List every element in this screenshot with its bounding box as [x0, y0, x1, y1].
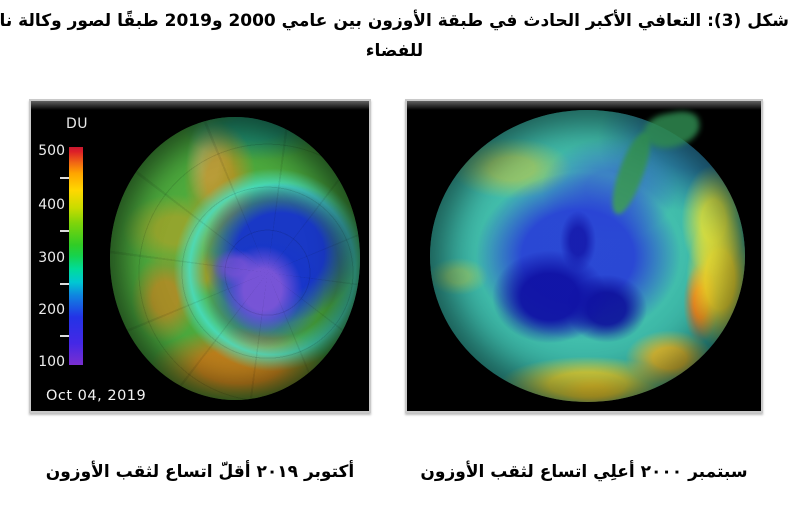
colorbar-tick-500: 500 — [38, 143, 65, 159]
panel-top-sheen — [31, 101, 369, 110]
figure-title: شكل (3): التعافي الأكبر الحادث في طبقة ا… — [0, 6, 789, 66]
caption-october-2019: أكتوبر ٢٠١٩ أقلّ اتساع لثقب الأوزون — [45, 462, 355, 482]
colorbar-unit-label: DU — [65, 116, 89, 132]
colorbar-tick-400: 400 — [38, 197, 65, 213]
figure-title-line-2: للفضاء — [365, 41, 424, 61]
colorbar-minor-tick — [60, 230, 69, 232]
south-america-landmass-north — [641, 108, 703, 152]
date-label: Oct 04, 2019 — [46, 388, 147, 404]
panel-top-sheen — [407, 101, 761, 110]
colorbar-tick-200: 200 — [38, 302, 65, 318]
caption-september-2000: سبتمبر ٢٠٠٠ أعلِي اتساع لثقب الأوزون — [420, 462, 748, 482]
colorbar-gradient — [69, 147, 83, 365]
globe-ozone-2019 — [110, 117, 360, 400]
colorbar-tick-300: 300 — [38, 250, 65, 266]
latitude-grid-lines — [110, 117, 360, 400]
ozone-map-2019-panel: DU 500 400 300 200 100 Oct 04, 2019 — [29, 99, 371, 413]
colorbar-minor-tick — [60, 177, 69, 179]
figure-title-line-1: شكل (3): التعافي الأكبر الحادث في طبقة ا… — [0, 11, 789, 31]
longitude-grid-lines — [110, 117, 360, 400]
colorbar-minor-tick — [60, 283, 69, 285]
globe-ozone-2000 — [430, 108, 745, 402]
ozone-map-2000-panel — [405, 99, 763, 413]
colorbar-tick-100: 100 — [38, 354, 65, 370]
colorbar-minor-tick — [60, 335, 69, 337]
